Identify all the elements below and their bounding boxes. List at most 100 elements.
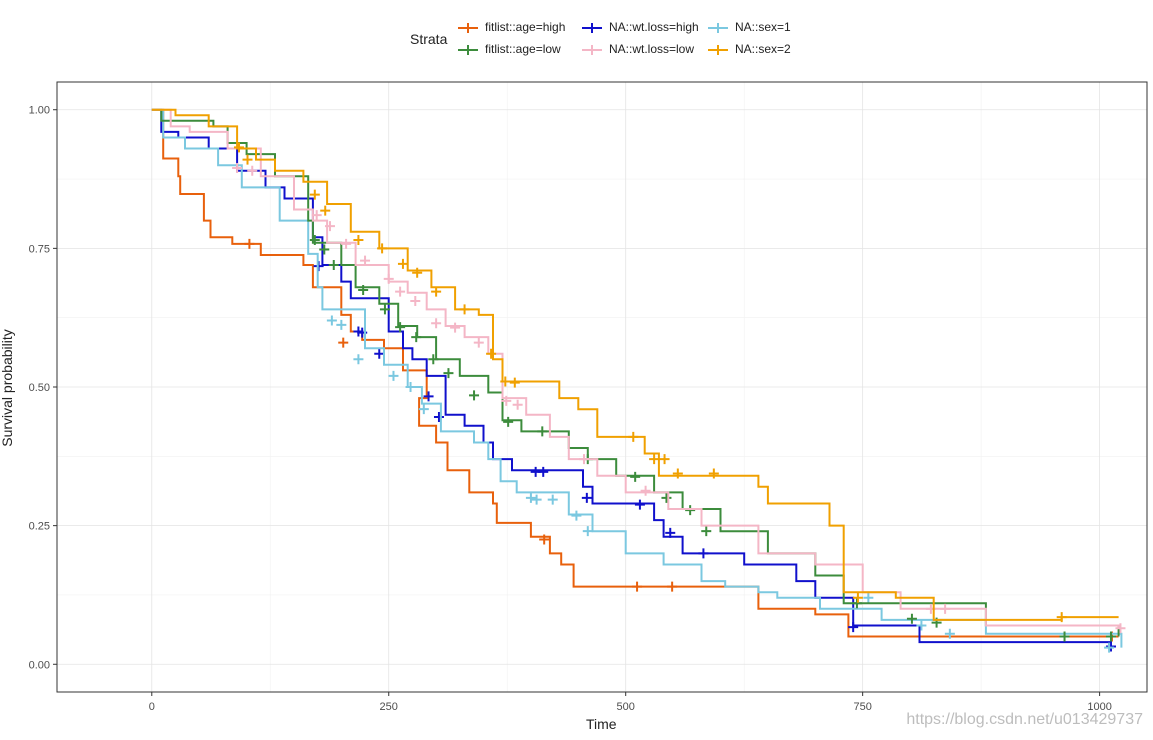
legend-key <box>708 45 728 55</box>
series-5 <box>151 108 1119 623</box>
censor-mark <box>547 494 558 505</box>
censor-mark <box>412 267 423 278</box>
censor-mark <box>233 142 244 153</box>
censor-mark <box>940 603 951 614</box>
legend-label: NA::wt.loss=low <box>609 42 695 56</box>
censor-mark <box>374 348 385 359</box>
series-layer <box>151 108 1126 653</box>
legend-key <box>708 23 728 33</box>
y-tick-label: 1.00 <box>29 105 50 117</box>
censor-mark <box>906 613 917 624</box>
censor-mark <box>701 526 712 537</box>
censor-mark <box>397 258 408 269</box>
x-tick-label: 250 <box>380 701 398 713</box>
censor-mark <box>685 505 696 516</box>
censor-mark <box>501 395 512 406</box>
y-tick-label: 0.50 <box>29 382 50 394</box>
survival-curve <box>151 108 1123 648</box>
censor-mark <box>469 390 480 401</box>
censor-mark <box>1105 641 1116 652</box>
censor-mark <box>698 548 709 559</box>
x-axis: 0 250 500 750 1000 <box>149 692 1112 713</box>
y-axis-title: Survival probability <box>0 329 15 447</box>
censor-mark <box>649 454 660 465</box>
censor-mark <box>431 318 442 329</box>
censor-mark <box>336 319 347 330</box>
censor-mark <box>433 411 444 422</box>
censor-mark <box>358 284 369 295</box>
censor-mark <box>537 426 548 437</box>
censor-mark <box>418 404 429 415</box>
censor-mark <box>525 492 536 503</box>
censor-mark <box>353 235 364 246</box>
x-tick-label: 0 <box>149 701 155 713</box>
censor-mark <box>538 466 549 477</box>
series-2 <box>151 108 1123 653</box>
censor-mark <box>360 255 371 266</box>
legend-title: Strata <box>410 31 448 47</box>
censor-mark <box>473 337 484 348</box>
x-tick-label: 750 <box>853 701 871 713</box>
censor-mark <box>659 454 670 465</box>
legend-key <box>458 45 478 55</box>
legend-label: fitlist::age=low <box>485 42 561 56</box>
censor-mark <box>443 368 454 379</box>
censor-mark <box>1105 631 1116 642</box>
censor-mark <box>500 376 511 387</box>
censor-mark <box>431 286 442 297</box>
censor-mark <box>581 492 592 503</box>
censor-mark <box>353 354 364 365</box>
censor-mark <box>503 416 514 427</box>
x-axis-title: Time <box>586 716 617 732</box>
censor-mark <box>324 221 335 232</box>
censor-mark <box>247 165 258 176</box>
censor-mark <box>1056 612 1067 623</box>
censor-mark <box>634 499 645 510</box>
censor-mark <box>326 315 337 326</box>
censor-mark <box>661 492 672 503</box>
censor-mark <box>944 628 955 639</box>
legend-key <box>458 23 478 33</box>
censor-mark <box>539 534 550 545</box>
censor-mark <box>848 622 859 633</box>
censor-mark <box>338 337 349 348</box>
censor-mark <box>582 526 593 537</box>
censor-mark <box>1104 642 1115 653</box>
censor-mark <box>509 377 520 388</box>
censor-mark <box>320 205 331 216</box>
censor-mark <box>486 348 497 359</box>
legend-key <box>582 23 602 33</box>
y-tick-label: 0.75 <box>29 243 50 255</box>
legend-label: NA::sex=2 <box>735 42 791 56</box>
censor-mark <box>630 471 641 482</box>
censor-mark <box>423 391 434 402</box>
censor-mark <box>459 304 470 315</box>
x-tick-label: 1000 <box>1087 701 1111 713</box>
censor-mark <box>232 162 243 173</box>
censor-mark <box>632 581 643 592</box>
censor-mark <box>571 510 582 521</box>
watermark: https://blog.csdn.net/u013429737 <box>906 711 1143 728</box>
censor-mark <box>628 431 639 442</box>
censor-mark <box>244 238 255 249</box>
censor-mark <box>311 210 322 221</box>
y-axis: 0.00 0.25 0.50 0.75 1.00 <box>29 105 57 671</box>
censor-mark <box>531 494 542 505</box>
censor-mark <box>852 592 863 603</box>
censor-mark <box>1059 631 1070 642</box>
censor-mark <box>428 354 439 365</box>
censor-mark <box>405 382 416 392</box>
censor-mark <box>667 581 678 592</box>
censor-mark <box>665 527 676 538</box>
x-tick-label: 500 <box>617 701 635 713</box>
censor-mark <box>395 322 406 333</box>
survival-curve <box>151 108 1119 621</box>
censor-mark <box>341 238 352 249</box>
censor-mark <box>863 592 874 603</box>
censor-mark <box>640 485 651 496</box>
censor-mark <box>388 370 399 381</box>
censor-mark <box>410 296 421 307</box>
censor-mark <box>395 286 406 297</box>
legend-label: NA::sex=1 <box>735 20 791 34</box>
